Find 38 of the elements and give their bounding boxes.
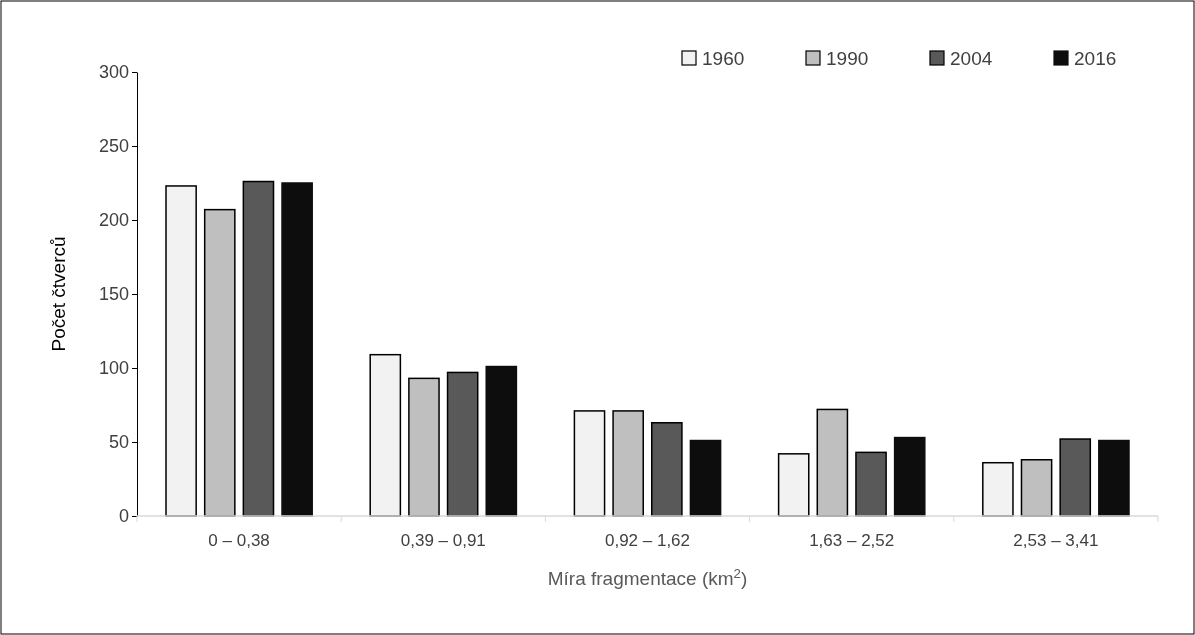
bar	[281, 182, 313, 517]
y-tick-label: 250	[98, 136, 129, 157]
bar	[203, 208, 236, 517]
y-tick-label: 50	[108, 432, 129, 453]
bar	[1059, 438, 1092, 517]
bar	[1098, 439, 1130, 517]
legend-label: 2004	[950, 48, 993, 69]
legend-label: 1960	[702, 48, 745, 69]
bar	[777, 453, 810, 517]
bar	[982, 461, 1014, 517]
legend-label: 1990	[826, 48, 869, 69]
bar	[485, 365, 518, 517]
bar	[612, 410, 644, 517]
bar	[242, 180, 275, 517]
bar	[165, 185, 197, 517]
y-tick-label: 0	[118, 506, 129, 527]
x-axis-title: Míra fragmentace (km$^{2}$)	[547, 565, 748, 589]
bar	[369, 353, 402, 517]
bar	[1020, 459, 1053, 517]
x-tick-label: 0,39 – 0,91	[400, 531, 486, 550]
y-tick-label: 100	[98, 358, 129, 379]
x-tick-label: 0 – 0,38	[208, 531, 270, 550]
bar	[893, 436, 926, 517]
bar	[816, 408, 849, 517]
bar	[408, 377, 440, 517]
bar	[573, 410, 606, 517]
bar	[651, 422, 683, 517]
x-tick-label: 0,92 – 1,62	[604, 531, 691, 550]
y-tick-label: 300	[98, 62, 129, 83]
bar	[689, 439, 722, 517]
y-tick-label: 200	[98, 210, 129, 231]
y-tick-label: 150	[98, 284, 129, 305]
x-tick-label: 2,53 – 3,41	[1013, 531, 1099, 550]
x-tick-label: 1,63 – 2,52	[809, 531, 895, 550]
legend-label: 2016	[1074, 48, 1117, 69]
y-axis-title: Počet čtverců	[48, 236, 69, 352]
bar	[855, 451, 887, 517]
bar	[446, 371, 479, 517]
